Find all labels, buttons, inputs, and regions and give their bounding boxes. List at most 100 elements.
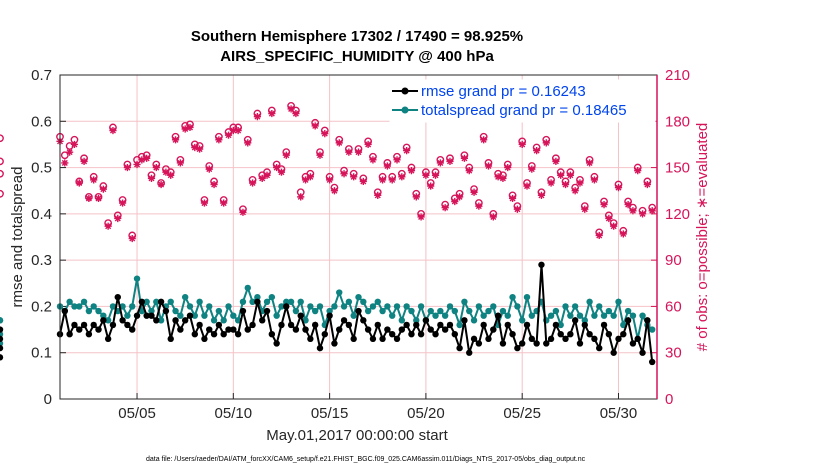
totalspread-point — [124, 312, 131, 319]
totalspread-point — [624, 307, 632, 315]
rmse-point — [461, 317, 468, 324]
obs-evaluated-marker — [85, 194, 93, 203]
obs-evaluated-marker — [484, 162, 493, 170]
rmse-point — [0, 344, 4, 352]
totalspread-point — [586, 298, 593, 305]
rmse-point — [239, 307, 247, 315]
footnote: data file: /Users/raeder/DAI/ATM_forcXX/… — [146, 456, 586, 463]
obs-evaluated-marker — [253, 113, 261, 121]
obs-evaluated-marker — [422, 171, 430, 179]
obs-evaluated-marker — [301, 176, 310, 184]
rmse-point — [620, 331, 627, 338]
totalspread-point — [350, 312, 357, 319]
obs-evaluated-marker — [273, 163, 281, 172]
obs-evaluated-marker — [489, 213, 497, 221]
obs-evaluated-marker — [133, 160, 141, 169]
totalspread-point — [167, 298, 174, 305]
totalspread-point — [153, 298, 160, 305]
rmse-point — [374, 321, 381, 329]
obs-evaluated-marker — [542, 139, 550, 147]
rmse-point — [201, 335, 208, 343]
obs-evaluated-marker — [407, 167, 416, 175]
y-tick-label: 0.1 — [31, 345, 52, 362]
rmse-point — [206, 326, 213, 333]
obs-evaluated-marker — [571, 187, 579, 195]
totalspread-point — [129, 303, 136, 310]
totalspread-point — [76, 303, 83, 310]
obs-evaluated-marker — [364, 140, 372, 149]
rmse-point — [446, 321, 454, 329]
obs-evaluated-marker — [634, 167, 642, 175]
totalspread-point — [374, 298, 381, 305]
rmse-point — [355, 307, 362, 315]
totalspread-point — [326, 307, 333, 315]
rmse-point — [432, 331, 439, 338]
y-tick-label: 0.5 — [31, 160, 52, 177]
obs-evaluated-marker — [648, 207, 656, 215]
series-layer — [0, 103, 657, 366]
obs-evaluated-marker — [66, 148, 74, 156]
rmse-point — [167, 335, 174, 343]
obs-evaluated-marker — [330, 187, 339, 195]
totalspread-point — [311, 307, 319, 315]
totalspread-point — [384, 303, 391, 310]
rmse-point — [533, 340, 540, 347]
totalspread-point — [196, 298, 203, 305]
totalspread-point — [398, 317, 406, 324]
rmse-point — [311, 321, 319, 329]
obs-evaluated-marker — [460, 154, 469, 162]
obs-evaluated-marker — [354, 148, 363, 156]
totalspread-point — [576, 312, 584, 319]
totalspread-point — [143, 298, 150, 305]
rmse-point — [596, 344, 603, 352]
rmse-point — [153, 317, 160, 324]
totalspread-point — [340, 303, 348, 310]
rmse-point — [576, 340, 584, 347]
rmse-point — [528, 335, 536, 343]
totalspread-point — [177, 312, 184, 319]
rmse-point — [408, 331, 415, 338]
rmse-point — [586, 331, 593, 338]
rmse-point — [143, 312, 150, 319]
x-tick-label: 05/30 — [600, 405, 638, 422]
totalspread-point — [244, 284, 251, 292]
totalspread-point — [571, 303, 579, 310]
obs-evaluated-marker — [123, 163, 132, 172]
rmse-point — [629, 340, 637, 347]
totalspread-point — [292, 307, 300, 315]
y-tick-label: 0.6 — [31, 113, 52, 130]
rmse-point — [523, 321, 531, 329]
totalspread-point — [287, 298, 295, 305]
obs-evaluated-marker — [350, 173, 358, 181]
obs-evaluated-marker — [118, 199, 127, 207]
rmse-point — [494, 312, 502, 319]
rmse-point — [0, 335, 4, 343]
rmse-point — [639, 349, 646, 356]
totalspread-point — [639, 312, 646, 319]
totalspread-point — [254, 293, 261, 301]
totalspread-point — [345, 298, 353, 305]
totalspread-point — [239, 298, 247, 305]
totalspread-point — [509, 293, 516, 301]
y-tick-label: 0.3 — [31, 252, 52, 269]
obs-evaluated-marker — [167, 171, 175, 179]
obs-evaluated-marker — [297, 193, 305, 201]
obs-evaluated-marker — [200, 199, 209, 207]
obs-evaluated-marker — [494, 173, 502, 181]
rmse-point — [124, 321, 131, 329]
rmse-point — [567, 331, 574, 338]
totalspread-point — [186, 303, 194, 310]
totalspread-point — [451, 307, 458, 315]
obs-evaluated-marker — [171, 136, 180, 144]
totalspread-point — [480, 312, 487, 319]
rmse-point — [100, 317, 107, 324]
rmse-point — [547, 335, 555, 343]
rmse-point — [302, 326, 309, 333]
totalspread-point — [210, 317, 218, 324]
obs-evaluated-marker — [393, 156, 401, 164]
rmse-point — [538, 261, 545, 268]
obs-evaluated-marker — [369, 156, 377, 164]
x-tick-label: 05/25 — [503, 405, 541, 422]
totalspread-point — [307, 303, 314, 310]
totalspread-point — [206, 303, 213, 310]
